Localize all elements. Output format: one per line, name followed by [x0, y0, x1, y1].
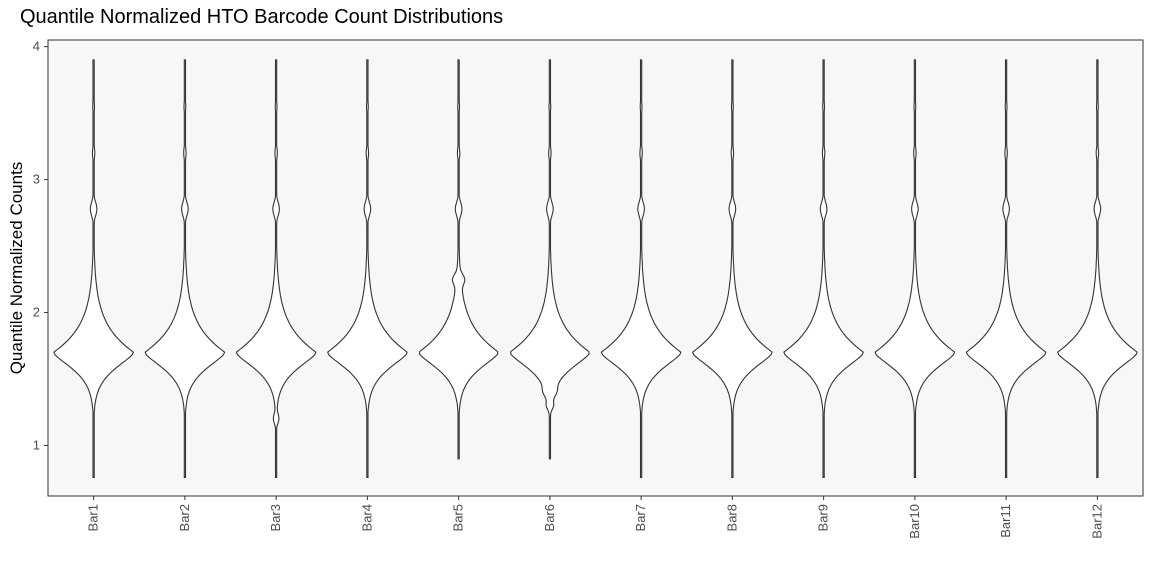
x-tick-label: Bar8: [724, 504, 739, 531]
violin-bar9: [783, 59, 864, 478]
violin-bar4: [327, 59, 408, 478]
x-tick-label: Bar11: [998, 504, 1013, 538]
x-tick-label: Bar4: [359, 504, 374, 531]
x-tick-label: Bar3: [268, 504, 283, 531]
x-tick-label: Bar12: [1089, 504, 1104, 539]
y-tick-label: 4: [33, 39, 40, 54]
chart-title: Quantile Normalized HTO Barcode Count Di…: [20, 6, 504, 28]
violin-bar5: [418, 59, 499, 460]
x-tick-label: Bar5: [451, 504, 466, 531]
violin-bar6: [510, 59, 590, 460]
violin-bar2: [144, 59, 226, 478]
y-tick-label: 2: [33, 305, 40, 320]
violin-bar3: [235, 59, 317, 478]
violin-bar10: [874, 59, 956, 478]
violin-bar11: [965, 59, 1047, 478]
x-tick-label: Bar9: [816, 504, 831, 531]
x-tick-label: Bar1: [86, 504, 101, 531]
x-tick-label: Bar6: [542, 504, 557, 531]
violin-bar12: [1057, 59, 1138, 478]
violin-bar7: [600, 59, 682, 478]
y-axis-title: Quantile Normalized Counts: [7, 162, 26, 375]
x-tick-label: Bar7: [633, 504, 648, 531]
violin-bar1: [53, 59, 134, 478]
x-tick-label: Bar2: [177, 504, 192, 531]
y-tick-label: 1: [33, 437, 40, 452]
y-tick-label: 3: [33, 172, 40, 187]
violin-bar8: [692, 59, 773, 478]
x-tick-label: Bar10: [907, 504, 922, 539]
plot-panel: [47, 39, 1144, 497]
